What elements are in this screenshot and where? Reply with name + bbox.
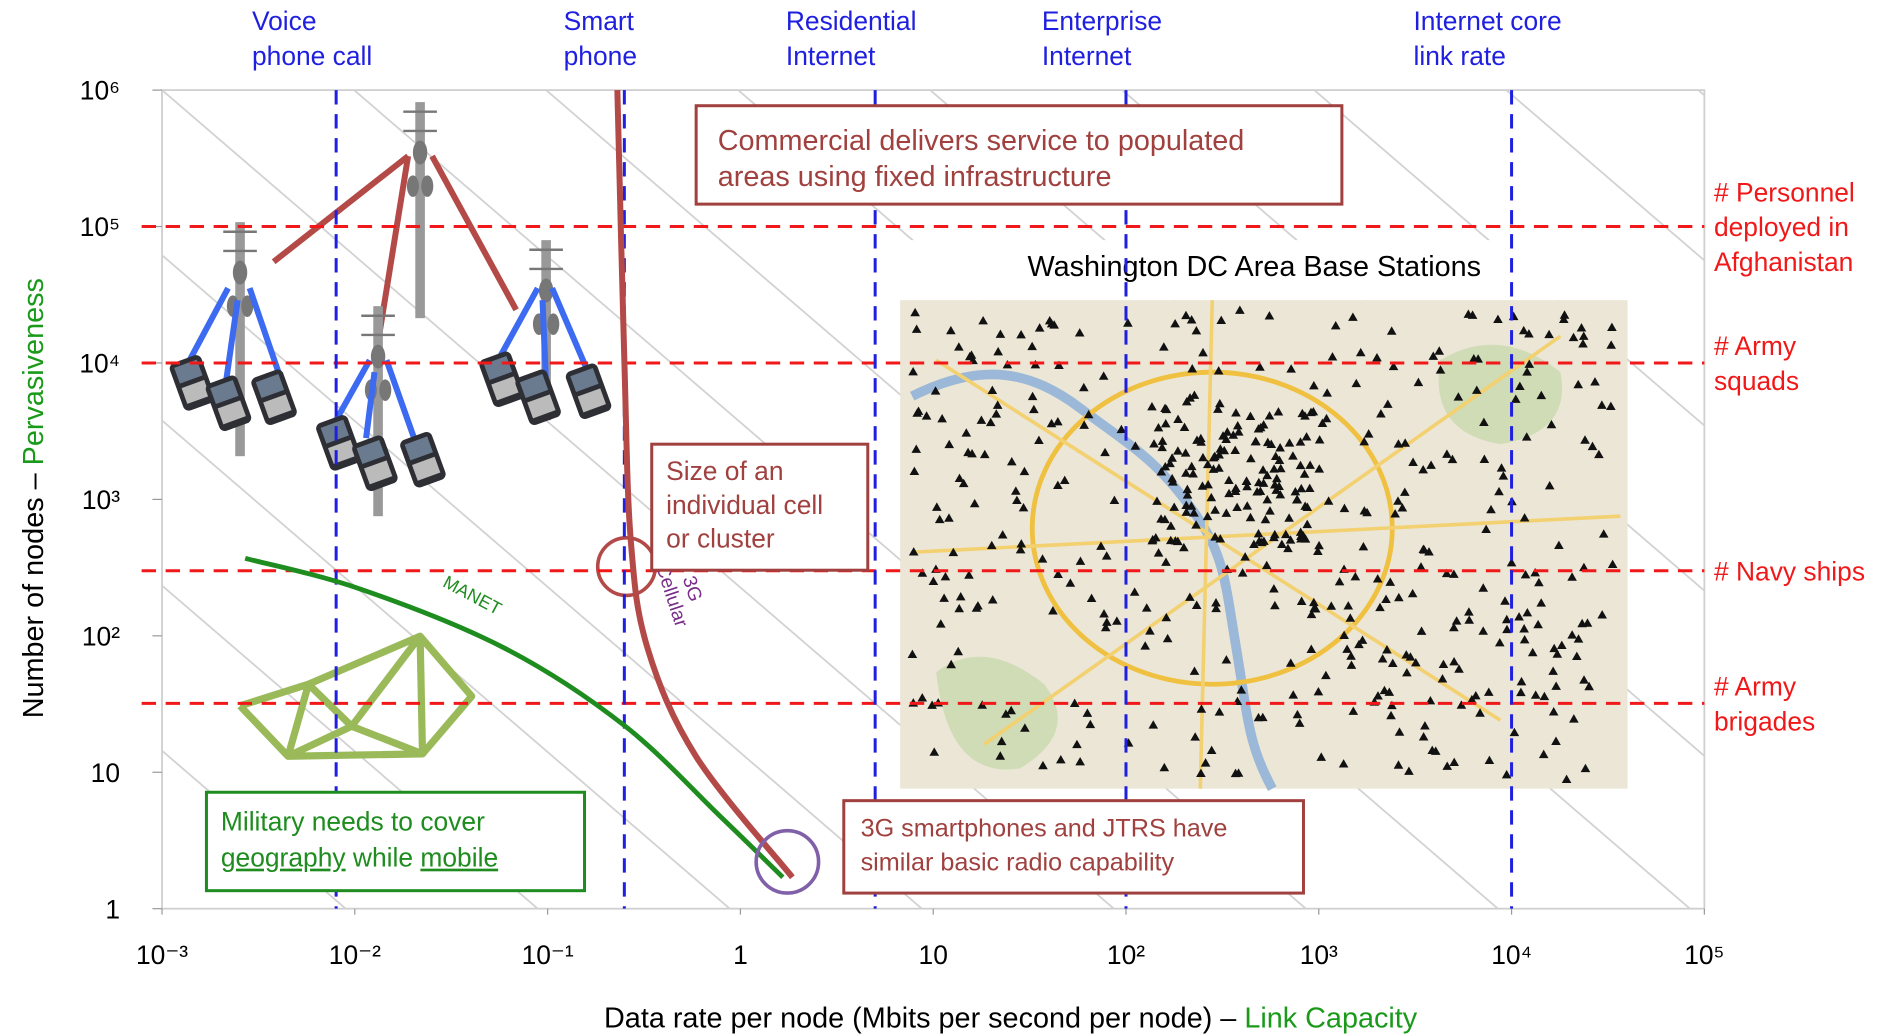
reference-label: # Army — [1714, 331, 1797, 361]
phone — [564, 362, 613, 421]
y-axis-title-main: Number of nodes – — [18, 465, 50, 718]
x-tick-label: 10 — [919, 940, 948, 970]
reference-label: deployed in — [1714, 212, 1849, 242]
tower-antenna — [371, 345, 385, 369]
y-tick-label: 1 — [105, 894, 120, 924]
annotation-text: 3G smartphones and JTRS have — [861, 815, 1228, 843]
reference-label: phone call — [252, 41, 372, 71]
phone-link — [190, 288, 228, 360]
x-axis-title: Data rate per node (Mbits per second per… — [604, 1003, 1418, 1035]
tower-link — [432, 156, 516, 310]
x-tick-label: 1 — [733, 940, 748, 970]
annotation-segment: while — [346, 843, 421, 873]
y-axis-title-highlight: Pervasiveness — [18, 278, 50, 465]
reference-label: squads — [1714, 366, 1799, 396]
chart: Washington DC Area Base Stations 10⁻³ 10⁻… — [0, 0, 1882, 1036]
reference-label: phone — [564, 41, 637, 71]
annotation-text: areas using fixed infrastructure — [718, 161, 1112, 193]
y-tick-label: 10² — [82, 621, 120, 651]
y-tick-label: 10 — [91, 758, 120, 788]
reference-label: # Navy ships — [1714, 556, 1865, 586]
annotation-text: individual cell — [666, 490, 823, 520]
annotation-text: Size of an — [666, 456, 783, 486]
mesh — [240, 636, 472, 756]
reference-label: # Army — [1714, 672, 1797, 702]
annotation-text: similar basic radio capability — [861, 848, 1175, 876]
page: {"chart_data":{"type":"line","xscale":"l… — [0, 0, 1882, 1036]
tower-link — [274, 156, 408, 262]
tower-antenna — [421, 175, 433, 197]
tower-antenna — [413, 141, 427, 165]
reference-label: Afghanistan — [1714, 247, 1853, 277]
tower-pole — [415, 102, 425, 318]
reference-label: Internet — [786, 41, 876, 71]
tower — [403, 102, 437, 318]
map-title: Washington DC Area Base Stations — [1028, 251, 1482, 283]
x-tick-label: 10² — [1107, 940, 1145, 970]
tower-antenna — [233, 261, 247, 285]
tower-antenna — [379, 379, 391, 401]
x-axis-title-highlight: Link Capacity — [1244, 1003, 1417, 1035]
x-tick-label: 10⁵ — [1684, 940, 1724, 970]
reference-label: Enterprise — [1042, 6, 1162, 36]
reference-label: link rate — [1413, 41, 1505, 71]
x-axis-title-main: Data rate per node (Mbits per second per… — [604, 1003, 1244, 1035]
phone — [250, 368, 299, 427]
x-tick-label: 10⁻² — [329, 940, 381, 970]
phone-link — [336, 360, 370, 420]
phone — [398, 430, 447, 489]
reference-label: Voice — [252, 6, 317, 36]
reference-label: Smart — [564, 6, 635, 36]
annotation-text: Commercial delivers service to populated — [718, 125, 1245, 157]
y-tick-label: 10⁶ — [80, 76, 120, 106]
x-tick-label: 10³ — [1300, 940, 1338, 970]
tower-antenna — [407, 175, 419, 197]
phone — [204, 374, 253, 433]
reference-label: # Personnel — [1714, 177, 1855, 207]
reference-label: Internet core — [1413, 6, 1561, 36]
annotation-segment: Military needs to cover — [221, 807, 485, 837]
phone-link — [498, 288, 538, 360]
phone-link — [386, 360, 414, 438]
y-tick-label: 10³ — [82, 485, 120, 515]
annotation-text: geography while mobile — [221, 843, 498, 873]
annotation-segment: mobile — [420, 843, 498, 873]
x-tick-label: 10⁻¹ — [522, 940, 574, 970]
phone — [514, 368, 563, 427]
annotation-segment: geography — [221, 843, 347, 873]
reference-label: brigades — [1714, 706, 1815, 736]
y-tick-label: 10⁵ — [80, 212, 120, 242]
y-tick-label: 10⁴ — [79, 349, 120, 379]
phone-link — [250, 288, 279, 372]
reference-label: Internet — [1042, 41, 1132, 71]
annotation-text: Military needs to cover — [221, 807, 485, 837]
highlight-circle — [598, 538, 656, 596]
x-tick-label: 10⁴ — [1491, 940, 1532, 970]
tower-antenna — [547, 313, 559, 335]
annotation-text: or cluster — [666, 523, 775, 553]
x-tick-label: 10⁻³ — [136, 940, 188, 970]
y-axis-title: Number of nodes – Pervasiveness — [18, 278, 50, 718]
phone — [350, 434, 399, 493]
reference-label: Residential — [786, 6, 917, 36]
series-label: MANET — [440, 572, 505, 619]
